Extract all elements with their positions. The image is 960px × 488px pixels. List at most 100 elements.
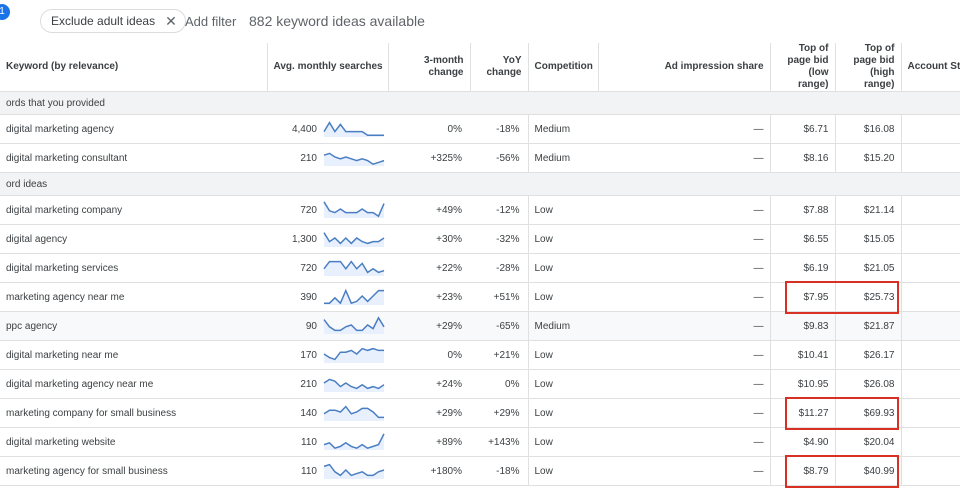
keyword-cell[interactable]: digital marketing agency near me	[0, 369, 267, 399]
competition-cell: Medium	[527, 114, 598, 144]
yoy-cell: -32%	[470, 224, 528, 254]
filter-count-badge: 1	[0, 4, 10, 20]
sparkline-line	[323, 463, 385, 476]
close-icon[interactable]: ✕	[165, 12, 177, 29]
ad-impression-cell: —	[598, 311, 770, 341]
keyword-cell[interactable]: digital marketing website	[0, 427, 267, 457]
ad-impression-cell: —	[598, 143, 770, 173]
chip-label: Exclude adult ideas	[51, 14, 156, 28]
account-status-cell	[900, 456, 960, 486]
three-month-cell: 0%	[388, 340, 470, 370]
trend-cell	[323, 257, 385, 280]
searches-value: 390	[300, 291, 317, 303]
highlight-box	[785, 280, 899, 314]
table-row[interactable]: digital marketing company 720 +49% -12% Low —…	[0, 195, 960, 225]
three-month-cell: +29%	[388, 398, 470, 428]
col-header-yoy[interactable]: YoY change	[470, 43, 529, 92]
bid-high-cell: $15.20	[834, 143, 901, 173]
keyword-cell[interactable]: digital marketing consultant	[0, 143, 267, 173]
table-row[interactable]: digital marketing website 110 +89% +143% Low…	[0, 427, 960, 457]
sparkline-area	[324, 433, 384, 450]
keyword-cell[interactable]: digital marketing agency	[0, 114, 267, 144]
sparkline-line	[323, 378, 385, 389]
keyword-cell[interactable]: digital marketing company	[0, 195, 267, 225]
searches-cell: 390	[267, 282, 388, 312]
col-header-bid-low[interactable]: Top of page bid (low range)	[770, 43, 836, 92]
trend-sparkline	[323, 259, 385, 276]
keyword-cell[interactable]: digital marketing services	[0, 253, 267, 283]
col-header-competition[interactable]: Competition	[528, 43, 599, 92]
exclude-adult-ideas-chip[interactable]: Exclude adult ideas ✕	[40, 9, 186, 33]
keyword-cell[interactable]: marketing agency for small business	[0, 456, 267, 486]
bid-high-cell: $21.87	[834, 311, 901, 341]
searches-value: 210	[300, 378, 317, 390]
account-status-cell	[900, 114, 960, 144]
sparkline-area	[324, 317, 384, 334]
bid-low-cell: $7.95	[769, 282, 835, 312]
searches-cell: 210	[267, 143, 388, 173]
searches-cell: 110	[267, 456, 388, 486]
searches-value: 110	[301, 465, 317, 477]
sparkline-area	[324, 348, 384, 363]
sparkline-line	[323, 120, 384, 136]
yoy-cell: 0%	[470, 369, 528, 399]
searches-cell: 720	[267, 253, 388, 283]
trend-cell	[323, 431, 385, 454]
highlight-box	[785, 396, 899, 430]
competition-cell: Low	[527, 195, 598, 225]
trend-cell	[323, 373, 385, 396]
keyword-cell[interactable]: digital marketing near me	[0, 340, 267, 370]
keyword-cell[interactable]: digital agency	[0, 224, 267, 254]
keyword-cell[interactable]: marketing company for small business	[0, 398, 267, 428]
sparkline-line	[323, 404, 384, 418]
col-header-keyword[interactable]: Keyword (by relevance)	[0, 43, 268, 92]
searches-value: 170	[300, 349, 317, 361]
searches-value: 1,300	[291, 233, 317, 245]
yoy-cell: -18%	[470, 456, 528, 486]
ad-impression-cell: —	[598, 456, 770, 486]
sparkline-area	[324, 261, 384, 276]
yoy-cell: -18%	[470, 114, 528, 144]
section-label: ords that you provided	[0, 91, 960, 115]
ad-impression-cell: —	[598, 114, 770, 144]
trend-sparkline	[323, 231, 385, 247]
trend-sparkline	[323, 347, 384, 363]
table-row[interactable]: digital marketing agency 4,400 0% -18% Mediu…	[0, 114, 960, 144]
table-row[interactable]: digital marketing services 720 +22% -28% Low…	[0, 253, 960, 283]
searches-value: 4,400	[291, 123, 317, 135]
table-row[interactable]: ppc agency 90 +29% -65% Medium — $9.83 $21.87	[0, 311, 960, 341]
section-header: ord ideas	[0, 172, 960, 196]
table-row[interactable]: marketing agency near me 390 +23% +51% Low — $…	[0, 282, 960, 312]
ad-impression-cell: —	[598, 340, 770, 370]
col-header-3month[interactable]: 3-month change	[388, 43, 471, 92]
bid-low-cell: $6.19	[769, 253, 835, 283]
searches-value: 90	[305, 320, 317, 332]
col-header-account-status[interactable]: Account Sta	[901, 43, 960, 92]
table-row[interactable]: digital agency 1,300 +30% -32% Low — $6.55 $15.…	[0, 224, 960, 254]
account-status-cell	[900, 311, 960, 341]
table-row[interactable]: digital marketing agency near me 210 +24% 0…	[0, 369, 960, 399]
table-row[interactable]: digital marketing near me 170 0% +21% Low — $1…	[0, 340, 960, 370]
sparkline-area	[324, 378, 384, 392]
bid-low-cell: $6.55	[769, 224, 835, 254]
trend-sparkline	[323, 463, 385, 479]
searches-value: 140	[300, 407, 317, 419]
col-header-ad-impression[interactable]: Ad impression share	[598, 43, 771, 92]
yoy-cell: -12%	[470, 195, 528, 225]
competition-cell: Low	[527, 253, 598, 283]
table-row[interactable]: digital marketing consultant 210 +325% -56%…	[0, 143, 960, 173]
add-filter-button[interactable]: Add filter	[185, 14, 237, 29]
table-row[interactable]: marketing company for small business 140 +…	[0, 398, 960, 428]
table-header: Keyword (by relevance) Avg. monthly sear…	[0, 43, 960, 92]
trend-cell	[323, 344, 385, 367]
col-header-searches[interactable]: Avg. monthly searches	[267, 43, 389, 92]
keyword-ideas-count: 882 keyword ideas available	[249, 13, 425, 29]
bid-high-cell: $15.05	[834, 224, 901, 254]
bid-high-cell: $16.08	[834, 114, 901, 144]
trend-sparkline	[323, 315, 385, 334]
bid-high-cell: $69.93	[834, 398, 901, 428]
keyword-cell[interactable]: marketing agency near me	[0, 282, 267, 312]
keyword-cell[interactable]: ppc agency	[0, 311, 267, 341]
col-header-bid-high[interactable]: Top of page bid (high range)	[835, 43, 902, 92]
account-status-cell	[900, 143, 960, 173]
